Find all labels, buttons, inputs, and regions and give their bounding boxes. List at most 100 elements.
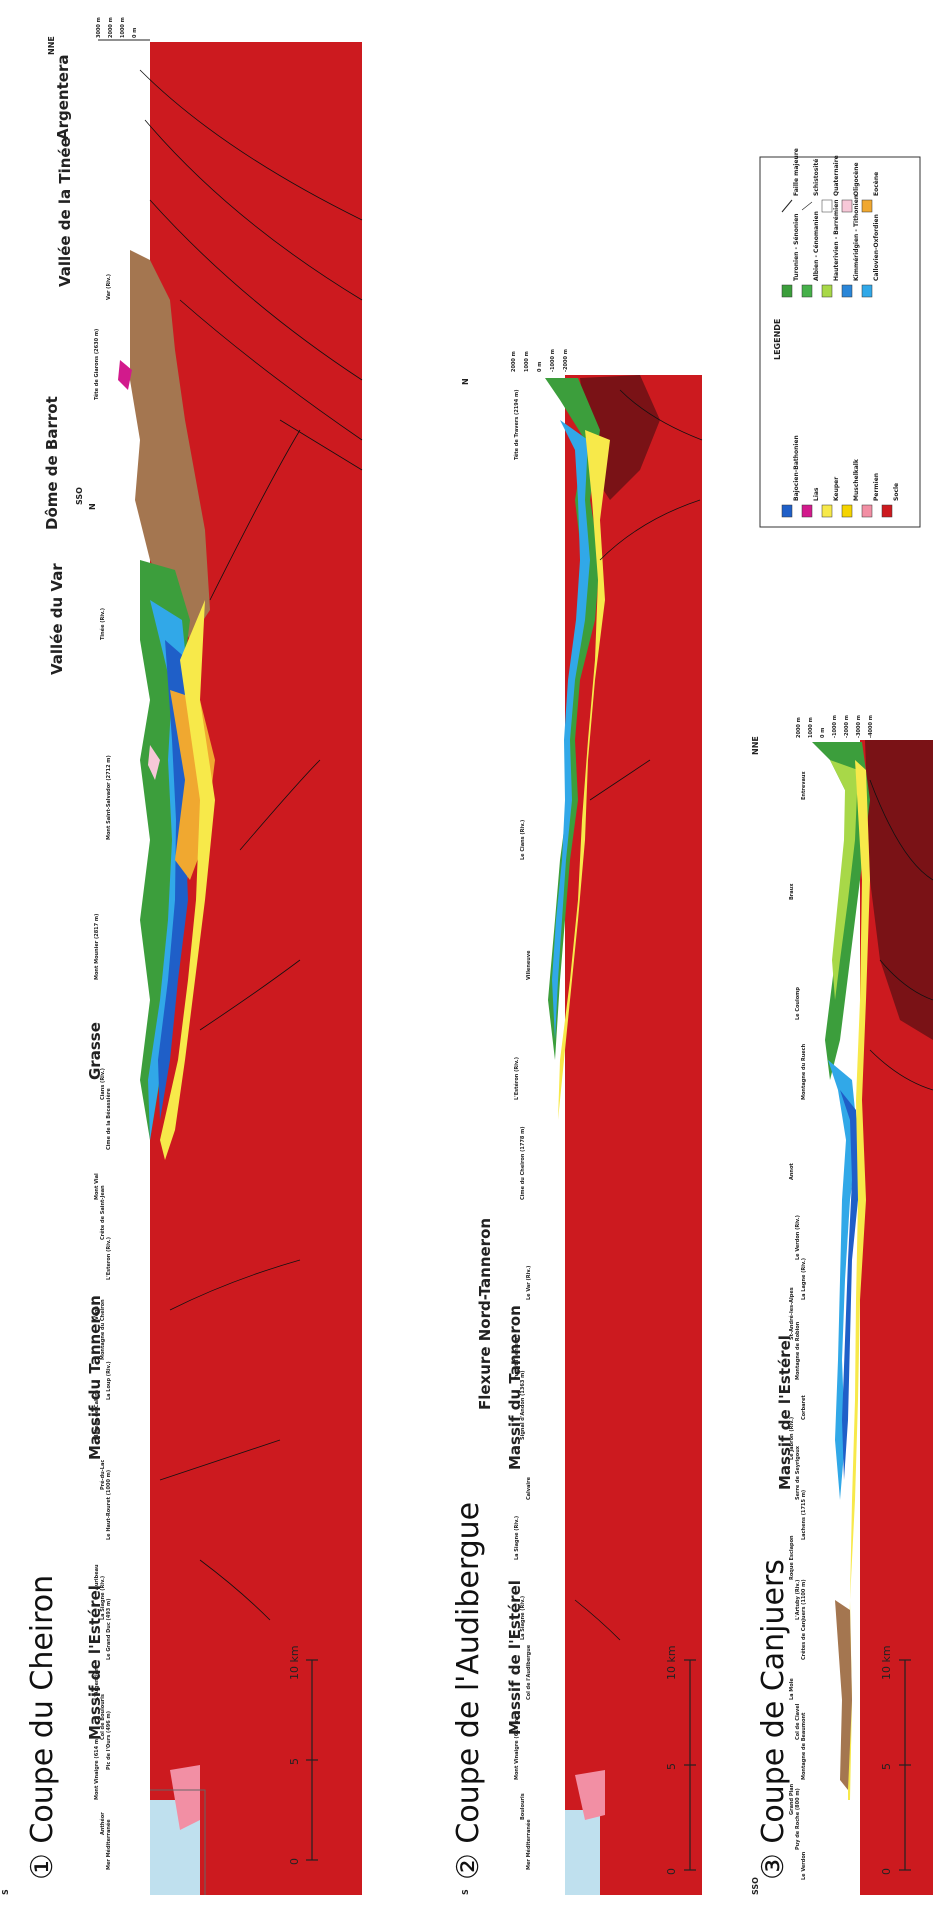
- elevation-label: -2000 m: [563, 349, 569, 372]
- elevation-label: 2000 m: [511, 351, 517, 372]
- scale-label: 10 km: [880, 1645, 893, 1680]
- legend-swatch: [821, 504, 833, 518]
- s1-faults: [139, 69, 363, 1621]
- elevation-label: 0 m: [132, 28, 138, 38]
- peak-label: Auribeau: [94, 1564, 100, 1590]
- s3-socle-dark: [865, 740, 933, 1040]
- direction-label: N: [88, 503, 97, 510]
- legend-swatch: [841, 504, 853, 518]
- peak-label: Le Verdon: [801, 1851, 807, 1880]
- scale-label: 0: [880, 1868, 893, 1875]
- legend-swatch: [801, 504, 813, 518]
- peak-label: Le Jabron (Riv.): [789, 1417, 795, 1460]
- elevation-label: 1000 m: [524, 351, 530, 372]
- elevation-label: -2000 m: [844, 715, 850, 738]
- peak-label: Montagne du Ruech: [801, 1043, 807, 1100]
- elevation-label: -4000 m: [868, 715, 874, 738]
- legend-swatch: [821, 284, 833, 298]
- s1-sea-edge: [150, 1789, 206, 1895]
- peak-label: Plateau de Calern: [94, 1389, 100, 1440]
- peak-label: Crête de Saint-Jean: [99, 1185, 106, 1240]
- peak-label: Cime de la Bécassière: [105, 1088, 112, 1150]
- section-title: ① Coupe du Cheiron: [25, 1575, 60, 1880]
- peak-label: Tête de Giarons (2630 m): [93, 329, 100, 400]
- legend-item-label: Bajocien-Bathonien: [793, 435, 800, 501]
- region-label: Dôme de Barrot: [43, 396, 61, 530]
- s1-permien: [170, 1765, 200, 1830]
- direction-label: N: [461, 378, 470, 385]
- s2-sea: [565, 1810, 600, 1895]
- s3-yellow: [848, 760, 870, 1800]
- direction-label: NNE: [751, 736, 760, 755]
- fault-line-symbol: [781, 199, 793, 213]
- schistosity-symbol: [801, 201, 813, 211]
- peak-label: Col de l'Audibergue: [526, 1644, 532, 1700]
- peak-label: Braux: [789, 883, 795, 900]
- s3-topo-white: [810, 740, 860, 1895]
- peak-label: Var (Riv.): [106, 274, 112, 300]
- legend-swatch: [821, 199, 833, 213]
- scale-label: 10 km: [665, 1645, 678, 1680]
- peak-label: La Siagne (Riv.): [514, 1516, 520, 1560]
- peak-label: Corbaret: [801, 1395, 807, 1420]
- legend-swatch: [781, 504, 793, 518]
- legend-swatch: [801, 284, 813, 298]
- legend-item-label: Callovien-Oxfordien: [873, 214, 880, 281]
- legend-item-label: Lias: [813, 487, 820, 501]
- s1-magenta: [118, 360, 132, 390]
- peak-label: L'Argentière: [93, 1664, 100, 1700]
- direction-label: SSO: [751, 1877, 760, 1895]
- peak-label: Cime du Cheiron (1778 m): [520, 1126, 526, 1200]
- elevation-label: -3000 m: [856, 715, 862, 738]
- peak-label: Pré-du-Lac: [99, 1460, 106, 1490]
- peak-label: Entrevaux: [801, 771, 807, 800]
- peak-label: L'Esteron (Riv.): [106, 1237, 112, 1280]
- elevation-label: -1000 m: [832, 715, 838, 738]
- region-label: Grasse: [86, 1022, 104, 1080]
- s2-faults: [574, 389, 703, 1641]
- s1-brown-dome: [130, 250, 210, 640]
- section-1-cheiron: [98, 39, 363, 1895]
- peak-label: Puget-Théniers: [513, 1338, 520, 1380]
- legend-item-label: Permien: [873, 473, 880, 501]
- s2-permien: [575, 1770, 605, 1820]
- peak-label: Grand Plan: [789, 1783, 795, 1815]
- legend-item-label: Muschelkalk: [853, 458, 860, 501]
- elevation-label: 1000 m: [808, 717, 814, 738]
- s3-brown: [835, 1600, 852, 1790]
- s2-topo-white: [540, 375, 565, 1895]
- legend-swatch: [841, 284, 853, 298]
- peak-label: Mont Vial: [94, 1173, 100, 1200]
- peak-label: Cians (Riv.): [100, 1068, 106, 1100]
- scale-label: 0: [665, 1868, 678, 1875]
- legend-swatch: [881, 504, 893, 518]
- scale-label: 0: [288, 1858, 301, 1865]
- legend-item-label: Eocène: [873, 172, 880, 196]
- peak-label: Pic de l'Ours (496 m): [106, 1711, 112, 1770]
- peak-label: L'Estéron (Riv.): [513, 1057, 520, 1100]
- peak-label: Le Grand Duc (493 m): [106, 1598, 112, 1660]
- elevation-label: 1000 m: [120, 17, 126, 38]
- peak-label: L'Artuby (Riv.): [795, 1580, 801, 1620]
- elevation-label: 2000 m: [108, 17, 114, 38]
- peak-label: Mont Saint-Salvador (2712 m): [106, 755, 112, 840]
- legend-box: [759, 156, 921, 528]
- s2-scale-bar: [684, 1659, 696, 1871]
- elevation-label: 0 m: [820, 728, 826, 738]
- s3-darkblue: [840, 1090, 860, 1480]
- legend-item-label: Oligocène: [853, 162, 860, 196]
- s2-yellow: [558, 430, 610, 1120]
- peak-label: La Loup (Riv.): [106, 1361, 112, 1400]
- legend-swatch: [861, 199, 873, 213]
- legend-swatch: [861, 284, 873, 298]
- peak-label: Montagne du Cheiron: [100, 1299, 106, 1360]
- peak-label: Serre de Seyrigoux: [795, 1445, 801, 1500]
- peak-label: Col de Clavel: [795, 1703, 801, 1740]
- peak-label: Mer Méditerranée: [525, 1819, 532, 1870]
- peak-label: Roque Esclapon: [789, 1535, 795, 1580]
- scale-label: 5: [880, 1763, 893, 1770]
- scale-label: 5: [665, 1763, 678, 1770]
- section-2-audibergue: [540, 375, 703, 1895]
